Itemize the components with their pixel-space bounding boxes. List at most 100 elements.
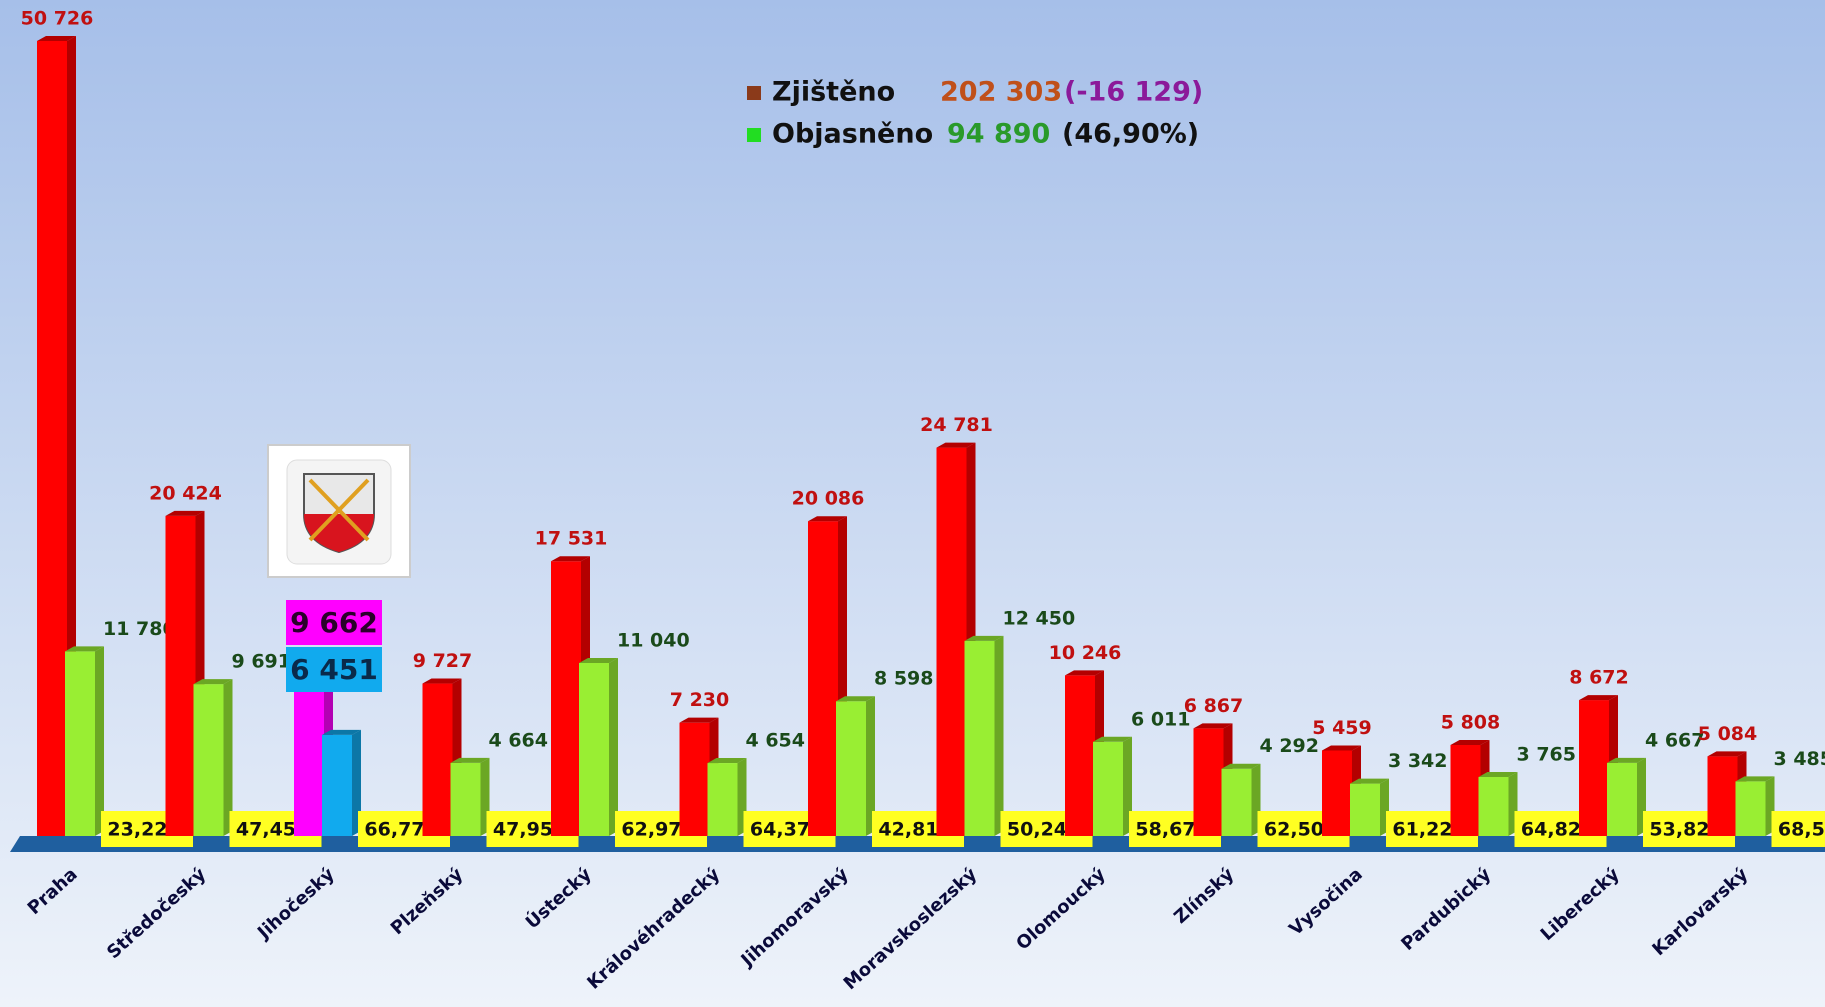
value-label: 7 230 — [670, 689, 730, 711]
bar — [1322, 750, 1352, 836]
bar-top — [808, 516, 847, 522]
value-label: 4 654 — [746, 730, 806, 752]
bar-top — [37, 35, 76, 41]
bar — [322, 734, 352, 836]
bar — [808, 521, 838, 836]
value-label: 5 808 — [1441, 711, 1501, 733]
bar — [551, 561, 581, 836]
value-label: 5 459 — [1312, 717, 1372, 739]
bar — [1707, 756, 1738, 836]
value-label: 10 246 — [1049, 642, 1122, 664]
value-label: 8 672 — [1569, 667, 1629, 689]
logo — [267, 444, 411, 578]
bar — [37, 40, 67, 836]
bar — [65, 651, 95, 836]
legend-label: Objasněno — [772, 119, 933, 150]
bar-top — [1065, 670, 1104, 676]
value-label-box — [286, 647, 382, 692]
bar — [1607, 762, 1637, 836]
bar-top — [193, 679, 233, 685]
bar-top — [1350, 778, 1389, 784]
bar-top — [1093, 736, 1132, 742]
value-label: 11 780 — [103, 618, 176, 640]
bar — [1450, 744, 1481, 836]
value-label-box — [286, 600, 382, 645]
value-label: 20 086 — [792, 488, 865, 510]
bar-top — [936, 442, 976, 448]
bar — [1065, 675, 1095, 836]
bar-top — [422, 678, 462, 684]
bar — [1350, 783, 1380, 836]
legend-total: 202 303 — [940, 77, 1062, 108]
value-label: 3 485 — [1774, 748, 1825, 770]
value-label: 4 292 — [1260, 735, 1320, 757]
value-label: 24 781 — [920, 414, 993, 436]
value-label: 6 011 — [1131, 708, 1191, 730]
legend-swatch — [747, 86, 761, 100]
value-label: 6 867 — [1184, 695, 1244, 717]
legend-note: (46,90%) — [1062, 119, 1199, 150]
bar-top — [551, 556, 590, 562]
value-label: 8 598 — [874, 668, 934, 690]
value-label: 4 667 — [1645, 729, 1705, 751]
value-label: 3 342 — [1388, 750, 1448, 772]
bar-top — [1450, 739, 1490, 745]
bar — [1093, 741, 1123, 836]
bar-top — [165, 510, 205, 516]
bar — [707, 763, 738, 836]
value-label: 17 531 — [535, 528, 608, 550]
legend-total: 94 890 — [947, 119, 1050, 150]
value-label: 11 040 — [617, 629, 690, 651]
bar-top — [1478, 771, 1518, 777]
value-label: 9 727 — [413, 650, 473, 672]
value-label: 50 726 — [21, 7, 94, 29]
bar-side — [866, 696, 875, 836]
bar-top — [964, 635, 1004, 641]
bar-side — [95, 646, 104, 836]
value-label: 9 691 — [232, 651, 292, 673]
value-label: 4 664 — [489, 729, 549, 751]
bar-top — [1579, 695, 1618, 701]
bar — [1221, 768, 1252, 836]
bar-top — [1607, 757, 1646, 763]
bar-side — [994, 635, 1004, 836]
bar — [1193, 728, 1224, 836]
bar-top — [1221, 763, 1261, 769]
value-label: 20 424 — [149, 482, 222, 504]
value-label: 9 662 — [290, 606, 378, 639]
bar — [836, 701, 866, 836]
bar-top — [1322, 745, 1361, 751]
legend-note: (-16 129) — [1064, 77, 1203, 108]
bar-side — [223, 679, 233, 836]
bar-side — [609, 657, 618, 836]
value-label: 12 450 — [1003, 607, 1076, 629]
bar-side — [352, 729, 361, 836]
bar — [294, 684, 324, 836]
bar — [936, 447, 967, 836]
bar-top — [1193, 723, 1233, 729]
rate-label: 68,55% — [1778, 819, 1825, 841]
bar — [964, 640, 995, 836]
bar — [1478, 776, 1509, 836]
bar — [450, 762, 481, 836]
bar — [422, 683, 453, 836]
bar — [193, 684, 224, 836]
value-label: 3 765 — [1517, 743, 1577, 765]
bar-top — [836, 696, 875, 702]
bar — [1735, 781, 1766, 836]
bar — [579, 662, 609, 836]
rate-box — [1771, 811, 1825, 847]
value-label: 6 451 — [290, 653, 378, 686]
bar-top — [450, 757, 490, 763]
bar-top — [65, 646, 104, 652]
bar — [1579, 700, 1609, 836]
bar-top — [1735, 776, 1775, 782]
bar-top — [679, 717, 719, 723]
legend-label: Zjištěno — [772, 77, 895, 108]
bar-top — [579, 657, 618, 663]
value-label: 5 084 — [1698, 723, 1758, 745]
bar-top — [1707, 751, 1747, 757]
bar — [165, 515, 196, 836]
bar-top — [707, 758, 747, 764]
